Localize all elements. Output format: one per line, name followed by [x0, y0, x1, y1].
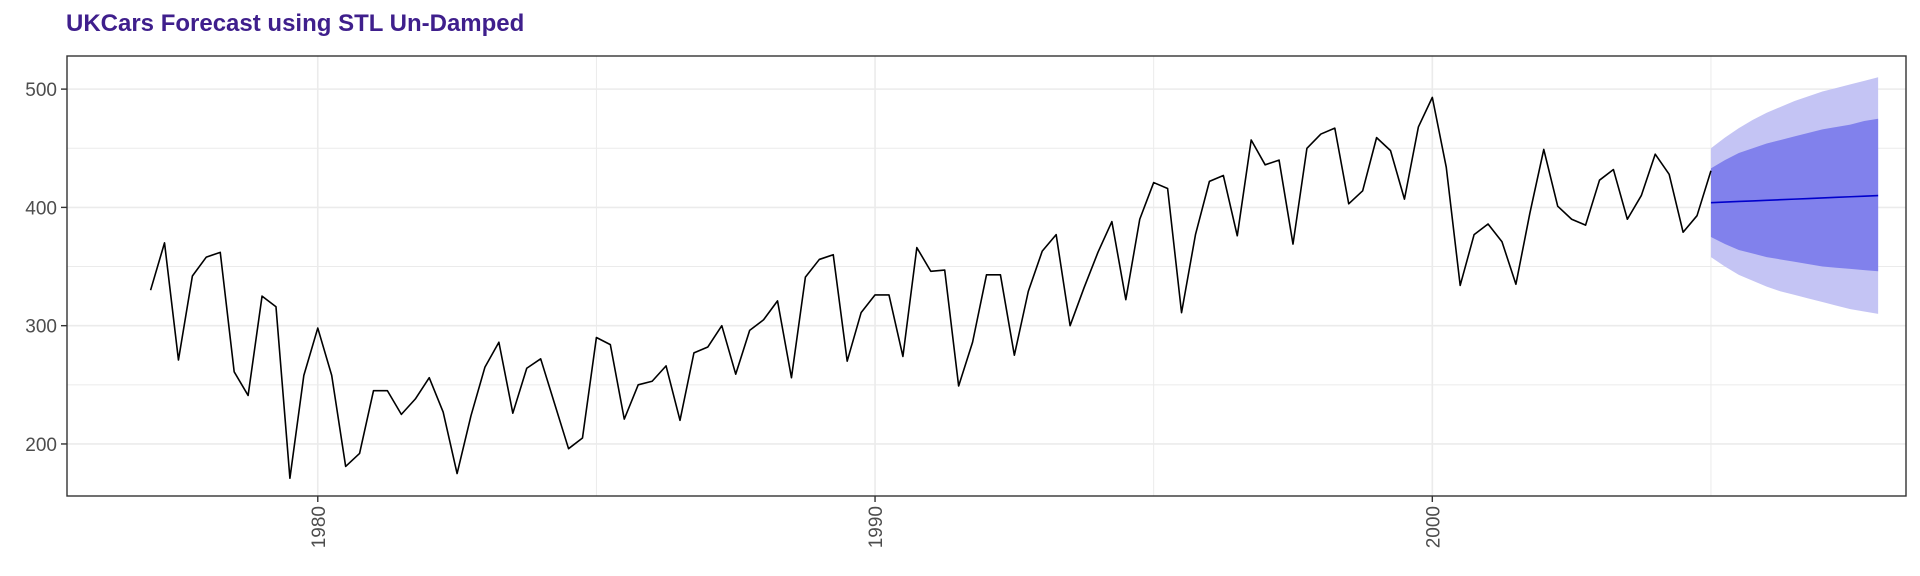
series-lines	[149, 96, 1879, 480]
history-series-line	[149, 96, 1712, 480]
y-tick-label: 400	[25, 198, 57, 219]
x-tick-label: 2000	[1423, 506, 1444, 548]
y-tick-label: 300	[25, 317, 57, 338]
axis-layer: 200 300 400 500 1980 1990 2000	[25, 80, 1444, 548]
panel-border	[66, 55, 1907, 497]
forecast-mean-line	[1710, 194, 1879, 204]
forecast-bands	[1710, 77, 1879, 314]
y-tick-label: 200	[25, 435, 57, 456]
x-tick-label: 1980	[309, 506, 330, 548]
x-tick-label: 1990	[866, 506, 887, 548]
prediction-interval-80	[1710, 118, 1879, 272]
y-tick-label: 500	[25, 80, 57, 101]
chart-title: UKCars Forecast using STL Un-Damped	[66, 10, 525, 37]
grid-layer	[67, 56, 1906, 496]
